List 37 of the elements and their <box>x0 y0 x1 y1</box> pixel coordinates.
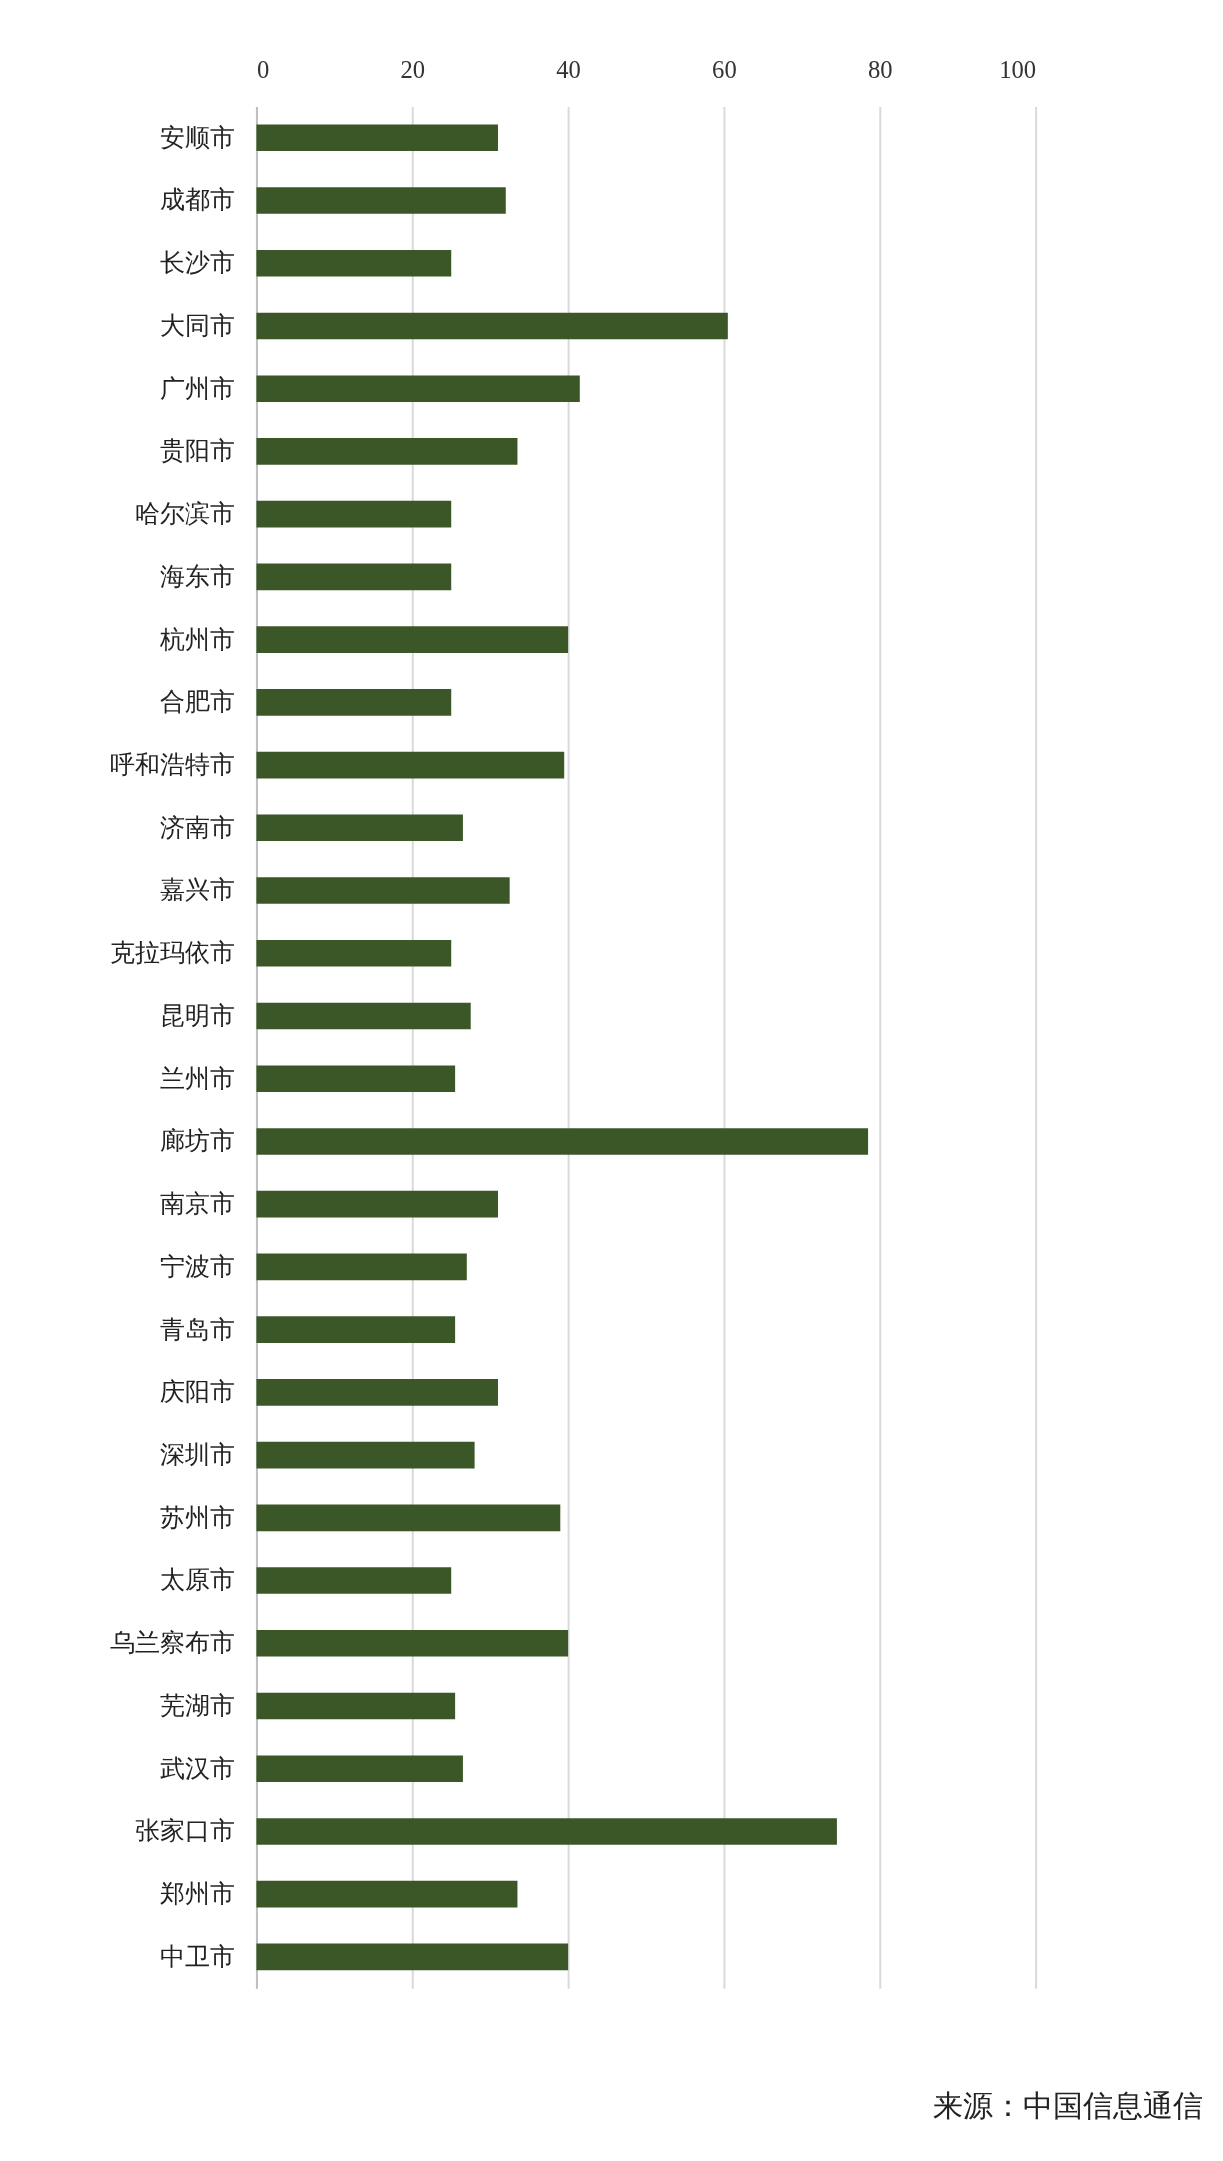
y-tick-label: 大同市 <box>160 311 236 339</box>
y-tick-label: 太原市 <box>160 1566 236 1594</box>
x-tick-label: 80 <box>867 56 893 84</box>
y-tick-label: 青岛市 <box>160 1315 236 1343</box>
y-tick-label: 苏州市 <box>160 1503 236 1531</box>
x-tick-label: 100 <box>999 56 1037 84</box>
y-tick-label: 长沙市 <box>160 249 236 277</box>
y-tick-label: 嘉兴市 <box>160 876 236 904</box>
y-tick-label: 安顺市 <box>160 123 236 151</box>
y-tick-label: 克拉玛依市 <box>110 939 236 967</box>
y-tick-label: 郑州市 <box>160 1880 236 1908</box>
y-tick-label: 南京市 <box>160 1190 236 1218</box>
x-tick-label: 0 <box>256 56 270 84</box>
y-tick-label: 杭州市 <box>159 625 236 653</box>
y-tick-label: 昆明市 <box>160 1001 236 1029</box>
y-tick-label: 中卫市 <box>160 1942 236 1970</box>
y-tick-label: 芜湖市 <box>160 1691 236 1719</box>
x-tick-label: 40 <box>556 56 581 84</box>
y-tick-label: 呼和浩特市 <box>110 750 236 778</box>
y-tick-label: 廊坊市 <box>160 1127 236 1155</box>
y-tick-label: 合肥市 <box>160 688 236 716</box>
y-tick-label: 武汉市 <box>160 1754 236 1782</box>
y-tick-label: 宁波市 <box>160 1252 236 1280</box>
y-tick-label: 济南市 <box>160 813 236 841</box>
y-tick-label: 成都市 <box>160 186 236 214</box>
y-tick-label: 乌兰察布市 <box>110 1629 236 1657</box>
y-tick-label: 兰州市 <box>160 1064 236 1092</box>
y-tick-label: 庆阳市 <box>160 1378 236 1406</box>
y-tick-label: 哈尔滨市 <box>135 500 236 528</box>
x-tick-label: 60 <box>712 56 737 84</box>
y-tick-label: 贵阳市 <box>160 437 236 465</box>
y-tick-label: 深圳市 <box>160 1440 236 1468</box>
y-tick-label: 广州市 <box>160 374 236 402</box>
y-tick-label: 海东市 <box>160 562 236 590</box>
x-tick-label: 20 <box>400 56 426 84</box>
source-note: 来源：中国信息通信 <box>933 2089 1204 2122</box>
y-tick-label: 张家口市 <box>135 1817 236 1845</box>
